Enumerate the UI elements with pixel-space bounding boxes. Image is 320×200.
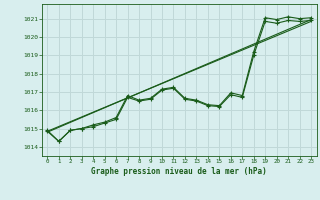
X-axis label: Graphe pression niveau de la mer (hPa): Graphe pression niveau de la mer (hPa) bbox=[91, 167, 267, 176]
